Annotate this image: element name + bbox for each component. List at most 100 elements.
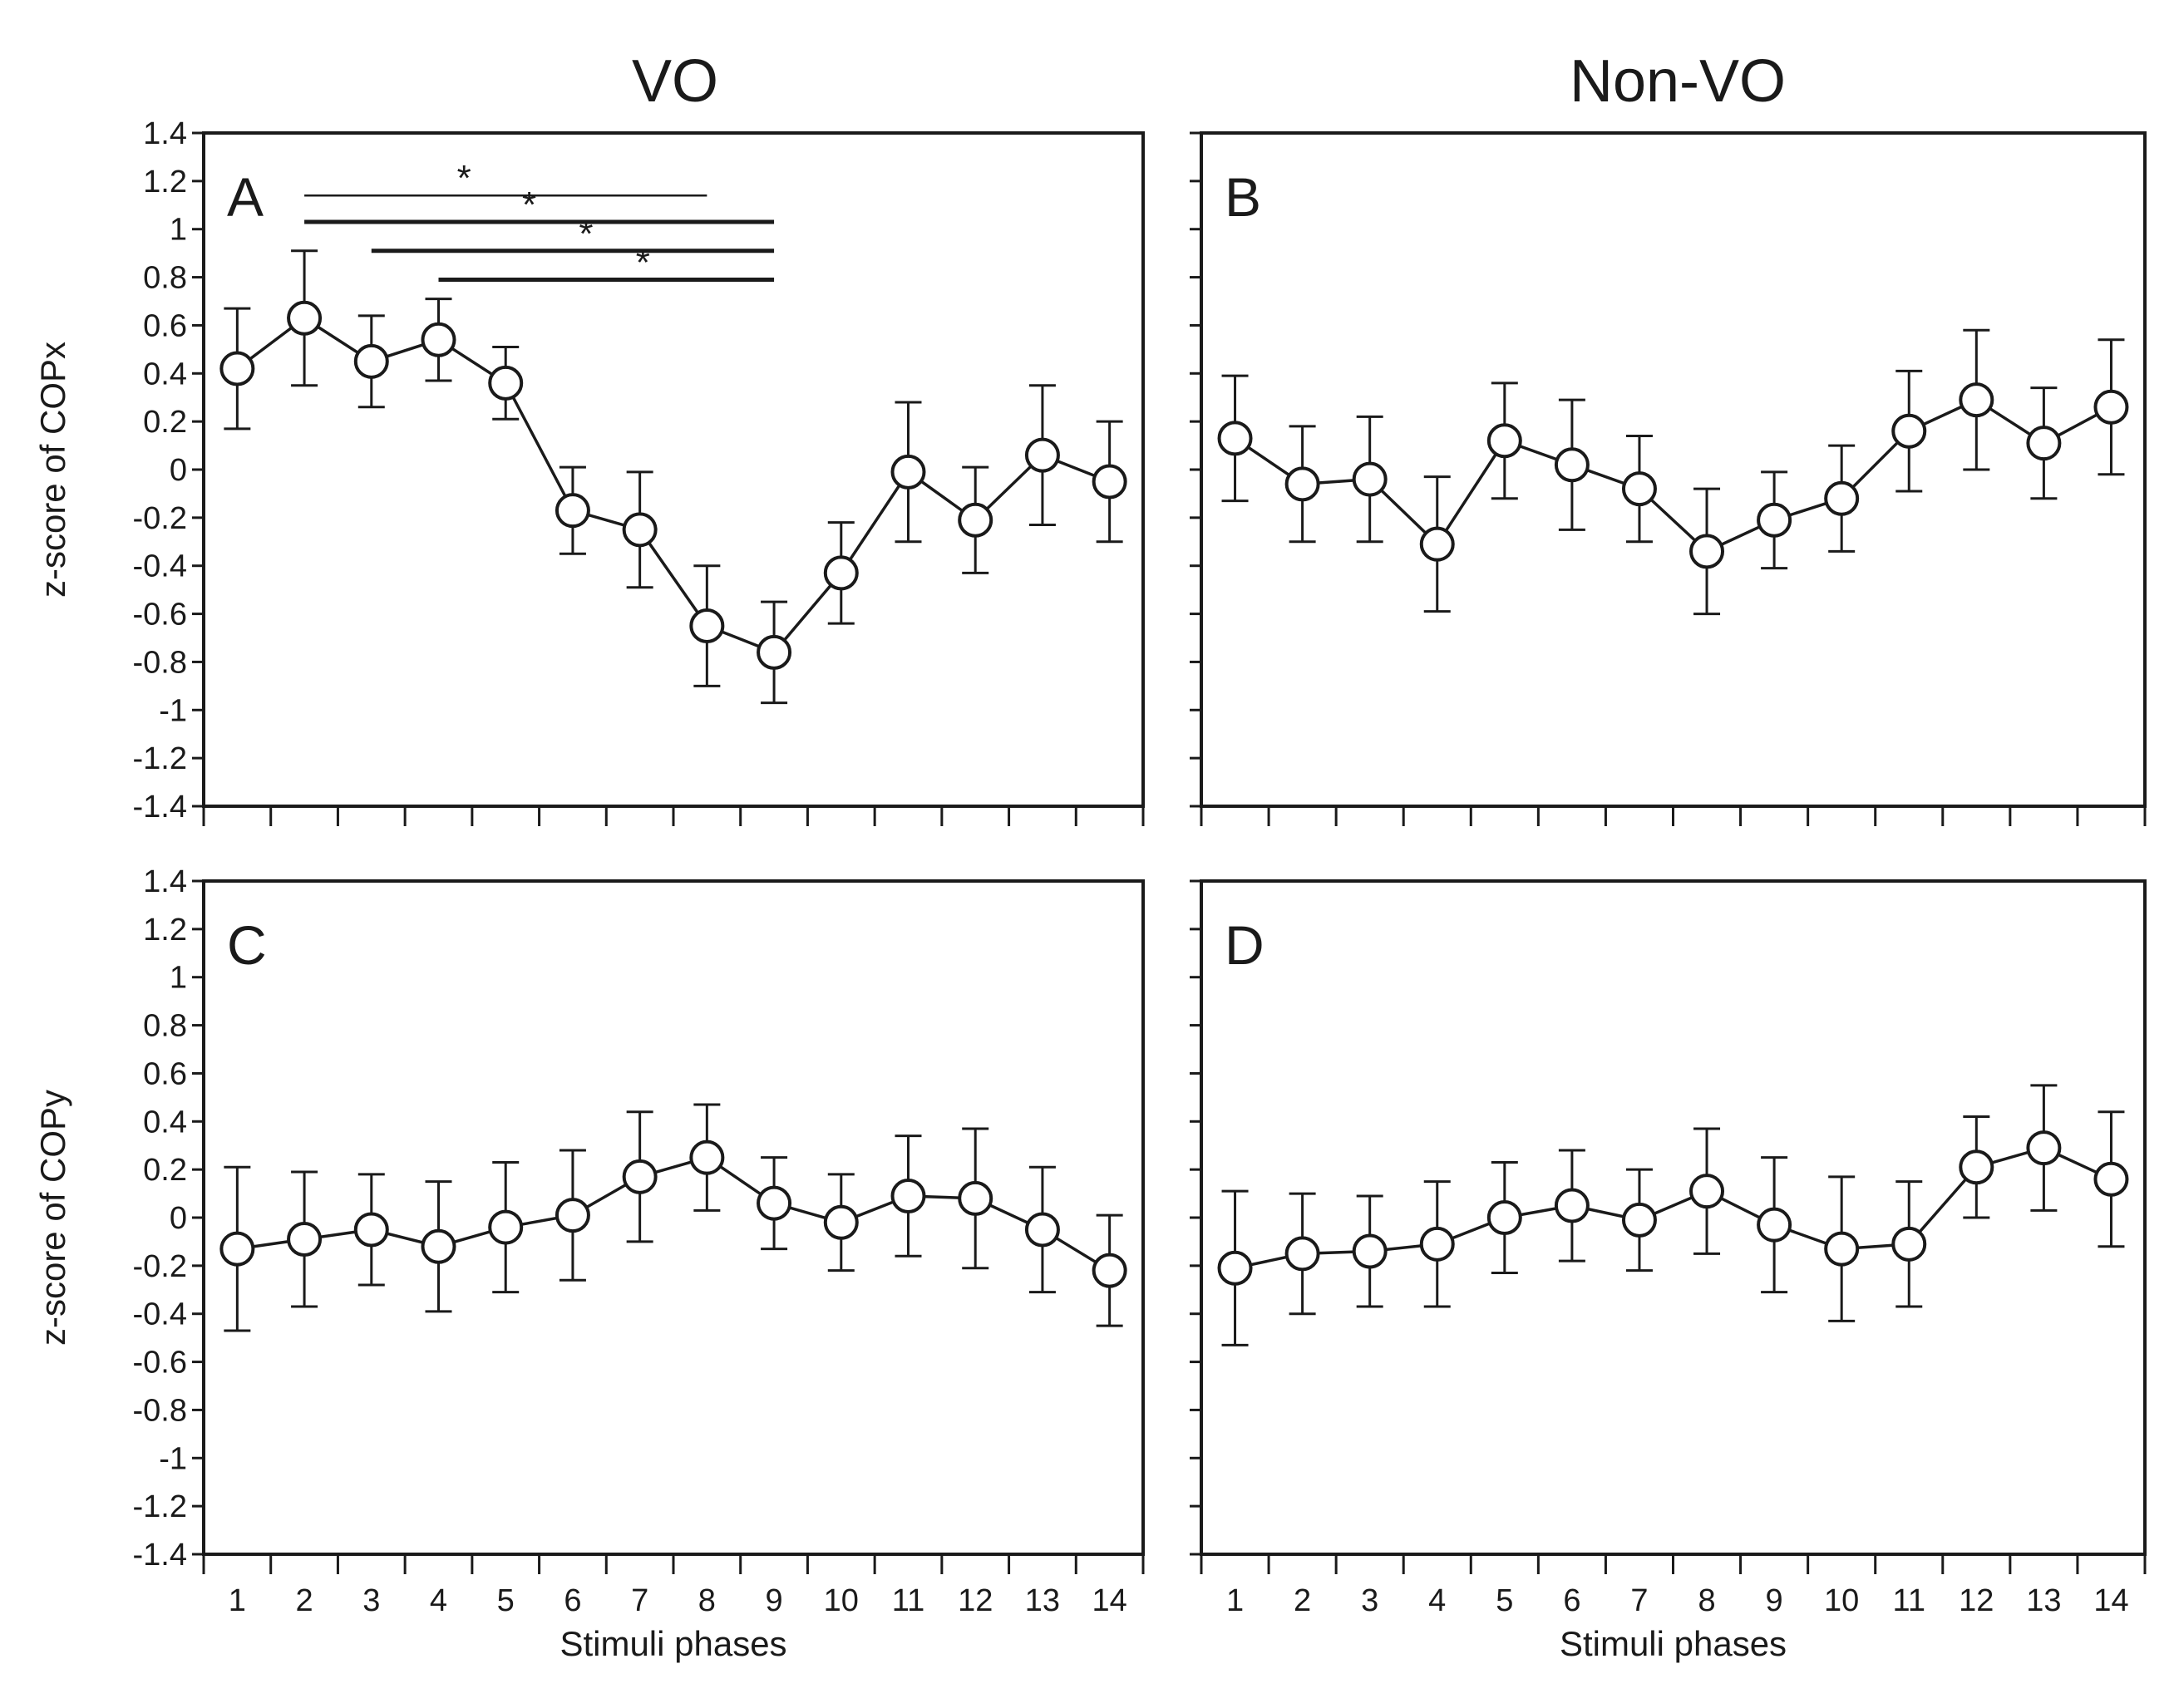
- y-tick-label-a: 0.8: [143, 261, 187, 296]
- panel-a: 1.4 1.2 1 0.8 0.6 0.4 0.2 0 -0.2 -0.4 -0.6 -0.8 -1 -1…: [33, 116, 1145, 826]
- x-tick-label-d: 12: [1959, 1583, 1994, 1618]
- y-tick-label-c: 1.4: [143, 864, 187, 899]
- data-point: [1486, 1200, 1522, 1235]
- data-point: [622, 512, 658, 548]
- data-point: [2093, 389, 2129, 425]
- data-point: [1419, 1226, 1455, 1262]
- data-point: [823, 555, 859, 591]
- x-tick-label-d: 5: [1496, 1583, 1513, 1618]
- panel-c: 1.4 1.2 1 0.8 0.6 0.4 0.2 0 -0.2 -0.4 -0.6 -0.8 -1 -1…: [33, 864, 1145, 1663]
- x-tick-label-c: 11: [892, 1583, 924, 1618]
- x-tick-label-c: 1: [229, 1583, 246, 1618]
- x-tick-label-d: 11: [1893, 1583, 1925, 1618]
- y-tick-label-c: 0.6: [143, 1056, 187, 1091]
- x-tick-label-c: 12: [958, 1583, 993, 1618]
- data-point: [1757, 502, 1792, 538]
- data-point: [757, 1185, 792, 1221]
- data-point: [1024, 437, 1060, 473]
- x-tick-label-c: 3: [362, 1583, 380, 1618]
- y-tick-label-a: 0: [170, 453, 187, 488]
- y-tick-label-c: 0.2: [143, 1153, 187, 1188]
- x-tick-label-d: 10: [1824, 1583, 1859, 1618]
- y-tick-label-c: 0: [170, 1201, 187, 1236]
- data-point: [1024, 1212, 1060, 1248]
- x-tick-label-c: 2: [296, 1583, 313, 1618]
- y-tick-label-a: 0.2: [143, 405, 187, 440]
- data-point: [1959, 382, 1994, 418]
- significance-star-3: *: [579, 214, 593, 254]
- y-tick-label-a: 0.4: [143, 357, 187, 391]
- data-point: [1284, 466, 1320, 502]
- data-point: [2026, 426, 2062, 461]
- data-point: [2093, 1161, 2129, 1197]
- panel-b: B: [1190, 131, 2147, 826]
- data-point: [1621, 471, 1657, 507]
- data-point: [219, 1231, 255, 1267]
- panels: 1.4 1.2 1 0.8 0.6 0.4 0.2 0 -0.2 -0.4 -0.6 -0.8 -1 -1…: [33, 116, 2147, 1663]
- data-point: [958, 502, 993, 538]
- y-tick-label-c: 0.4: [143, 1105, 187, 1139]
- x-tick-label-d: 3: [1361, 1583, 1378, 1618]
- y-tick-label-a: 1.2: [143, 165, 187, 199]
- y-tick-label-c: -1.4: [133, 1538, 187, 1573]
- x-tick-label-c: 9: [766, 1583, 783, 1618]
- significance-star-1: *: [457, 158, 471, 199]
- y-axis-label-c: z-score of COPy: [33, 1090, 72, 1346]
- y-tick-label-c: -0.2: [133, 1249, 187, 1284]
- data-point: [421, 1228, 456, 1264]
- data-point: [890, 454, 926, 490]
- column-title-non-vo: Non-VO: [1570, 48, 1786, 115]
- y-tick-label-a: -0.4: [133, 549, 187, 584]
- data-point: [555, 1198, 590, 1233]
- x-tick-label-d: 1: [1226, 1583, 1244, 1618]
- data-point: [1419, 526, 1455, 562]
- y-tick-label-c: -0.8: [133, 1393, 187, 1428]
- data-point: [219, 351, 255, 386]
- x-tick-label-d: 7: [1630, 1583, 1648, 1618]
- y-tick-label-c: 1: [170, 961, 187, 996]
- data-point: [1824, 1231, 1860, 1267]
- plot-frame-b: [1200, 131, 2147, 808]
- x-tick-label-d: 14: [2093, 1583, 2128, 1618]
- significance-star-2: *: [522, 185, 536, 225]
- x-tick-label-c: 10: [824, 1583, 859, 1618]
- x-axis-label-c: Stimuli phases: [560, 1624, 786, 1663]
- y-tick-label-c: 0.8: [143, 1009, 187, 1044]
- y-tick-label-a: 1: [170, 213, 187, 248]
- panel-letter-c: C: [227, 914, 267, 976]
- x-tick-label-d: 2: [1294, 1583, 1311, 1618]
- data-point: [1092, 1253, 1127, 1288]
- data-point: [1689, 1174, 1725, 1209]
- data-point: [1352, 1233, 1388, 1269]
- data-point: [353, 1212, 389, 1248]
- y-tick-label-c: 1.2: [143, 913, 187, 948]
- data-point: [1217, 1250, 1253, 1286]
- data-point: [689, 608, 725, 644]
- plot-frame-d: [1200, 879, 2147, 1556]
- y-tick-label-a: 0.6: [143, 308, 187, 343]
- data-point: [1217, 421, 1253, 456]
- y-tick-label-a: -1.2: [133, 741, 187, 776]
- data-point: [1891, 1226, 1927, 1262]
- y-tick-label-a: -1: [159, 693, 187, 728]
- x-tick-label-c: 13: [1025, 1583, 1060, 1618]
- data-point: [1824, 480, 1860, 516]
- x-tick-label-c: 4: [430, 1583, 447, 1618]
- x-tick-label-c: 8: [698, 1583, 716, 1618]
- data-point: [2026, 1130, 2062, 1166]
- data-point: [958, 1180, 993, 1216]
- y-tick-label-a: -0.2: [133, 501, 187, 536]
- plot-frame-c: [202, 879, 1145, 1556]
- data-point: [1891, 413, 1927, 449]
- data-point: [1621, 1202, 1657, 1238]
- y-tick-label-c: -0.4: [133, 1297, 187, 1332]
- data-point: [823, 1204, 859, 1240]
- x-tick-label-c: 6: [564, 1583, 581, 1618]
- y-tick-label-a: -1.4: [133, 790, 187, 824]
- y-tick-label-a: -0.8: [133, 645, 187, 680]
- y-tick-label-c: -1: [159, 1441, 187, 1476]
- data-point: [1092, 464, 1127, 500]
- data-point: [757, 634, 792, 670]
